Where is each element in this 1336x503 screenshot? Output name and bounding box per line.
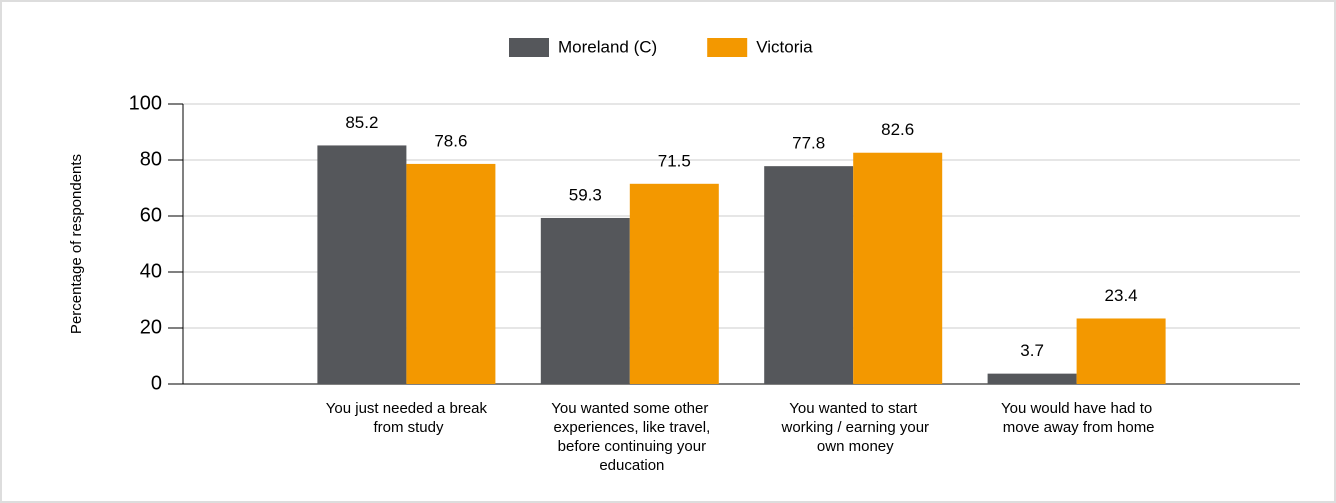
bar (987, 373, 1077, 384)
legend-swatch (707, 38, 748, 57)
value-label: 3.7 (1020, 341, 1044, 360)
x-tick-label: You would have had to move away from hom… (999, 400, 1155, 436)
y-tick-label: 60 (140, 204, 162, 226)
bar (629, 183, 719, 384)
value-label: 85.2 (345, 113, 378, 132)
legend-label: Moreland (C) (558, 37, 657, 56)
legend-label: Victoria (756, 37, 813, 56)
value-label: 71.5 (658, 151, 691, 170)
bar (317, 145, 407, 384)
bar (764, 166, 854, 384)
bar (853, 152, 943, 384)
value-label: 82.6 (881, 120, 914, 139)
value-label: 59.3 (569, 185, 602, 204)
x-tick-label: You just needed a break from study (326, 400, 488, 436)
y-tick-label: 40 (140, 260, 162, 282)
x-tick-label: You wanted to start working / earning yo… (777, 400, 929, 455)
value-label: 23.4 (1105, 286, 1138, 305)
legend-swatch (509, 38, 549, 57)
y-axis-title: Percentage of respondents (68, 154, 85, 334)
bar (406, 163, 496, 384)
value-label: 77.8 (792, 134, 825, 153)
y-tick-label: 100 (129, 92, 162, 114)
y-tick-label: 0 (151, 372, 162, 394)
y-tick-label: 20 (140, 316, 162, 338)
x-tick-label: You wanted some other experiences, like … (549, 400, 710, 474)
value-label: 78.6 (434, 131, 467, 150)
y-tick-label: 80 (140, 148, 162, 170)
bar (1076, 318, 1166, 384)
bar (540, 217, 630, 384)
